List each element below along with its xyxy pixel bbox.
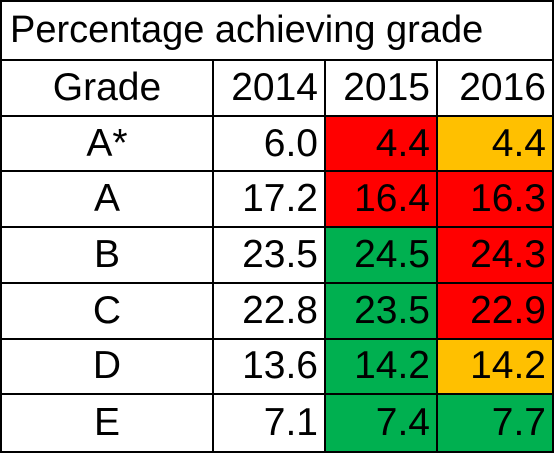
value-cell: 14.2	[438, 339, 552, 396]
table-title: Percentage achieving grade	[2, 2, 552, 61]
row-grade: D	[2, 339, 214, 396]
value-cell: 16.4	[326, 172, 438, 229]
value-cell: 7.1	[214, 395, 326, 451]
value-cell: 22.8	[214, 283, 326, 340]
value-cell: 23.5	[326, 283, 438, 340]
value-cell: 24.5	[326, 228, 438, 284]
value-cell: 7.4	[326, 395, 438, 451]
value-cell: 24.3	[438, 228, 552, 284]
header-grade: Grade	[2, 61, 214, 117]
row-grade: C	[2, 283, 214, 340]
header-year-2016: 2016	[438, 61, 552, 117]
value-cell: 16.3	[438, 172, 552, 229]
row-grade: A	[2, 172, 214, 229]
value-cell: 23.5	[214, 228, 326, 284]
value-cell: 13.6	[214, 339, 326, 396]
row-grade: B	[2, 228, 214, 284]
row-grade: A*	[2, 116, 214, 173]
row-grade: E	[2, 395, 214, 451]
header-year-2014: 2014	[214, 61, 326, 117]
value-cell: 17.2	[214, 172, 326, 229]
value-cell: 4.4	[326, 116, 438, 173]
value-cell: 4.4	[438, 116, 552, 173]
value-cell: 22.9	[438, 283, 552, 340]
value-cell: 7.7	[438, 395, 552, 451]
value-cell: 6.0	[214, 116, 326, 173]
header-year-2015: 2015	[326, 61, 438, 117]
value-cell: 14.2	[326, 339, 438, 396]
